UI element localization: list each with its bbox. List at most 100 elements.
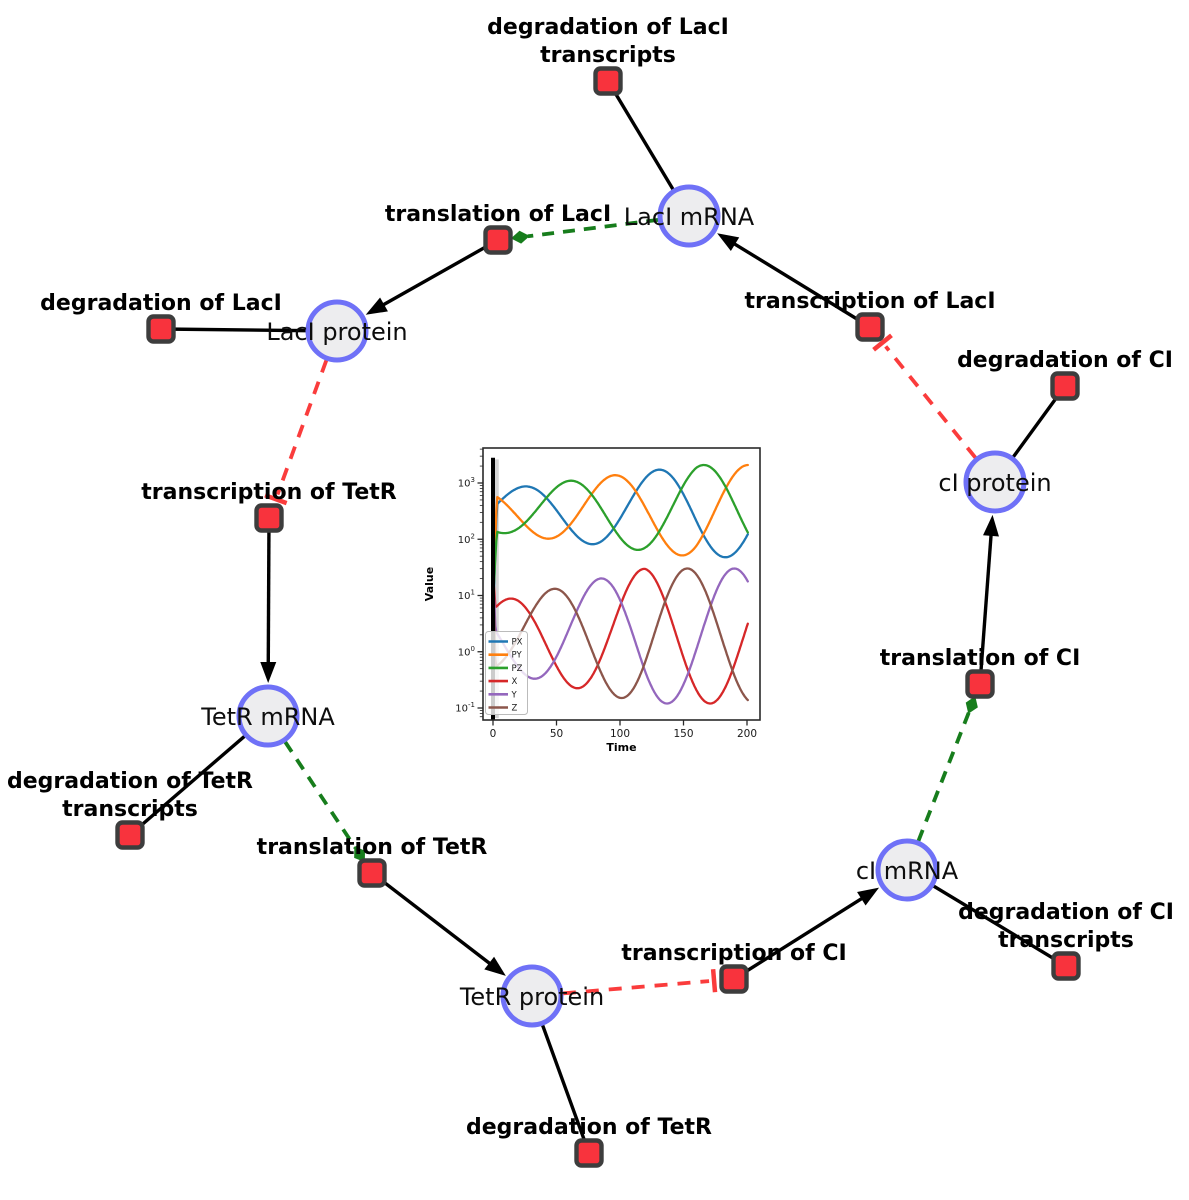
catalysis-line — [283, 740, 358, 850]
x-tick-label: 200 — [737, 728, 757, 740]
reaction-label-deg-laci-transcripts-line1: degradation of LacI — [487, 15, 729, 40]
series-line-PX — [492, 468, 749, 607]
arrowhead — [857, 887, 880, 906]
reaction-node-tc-ci — [719, 964, 749, 994]
x-axis: 0 50 100 150 200 Time — [490, 720, 757, 754]
species-node-ci-mrna — [875, 838, 939, 902]
y-tick-label: 10-1 — [455, 701, 475, 715]
reaction-label-tc-ci: transcription of CI — [621, 941, 846, 966]
production-line — [370, 871, 494, 967]
species-node-laci-protein — [305, 299, 369, 363]
catalysis-line — [916, 711, 971, 842]
labels: degradation of LacI transcripts translatio… — [7, 15, 1174, 1140]
reaction-node-deg-ci-transcripts — [1051, 951, 1081, 981]
reaction-label-tl-tetr: translation of TetR — [257, 835, 488, 860]
y-axis: 10-1 100 101 102 103 Value — [423, 448, 483, 718]
arrowhead — [717, 233, 740, 252]
edge-production-tc-ci-to-ci-mrna — [733, 887, 880, 981]
reaction-label-deg-laci: degradation of LacI — [40, 291, 282, 316]
reaction-label-deg-laci-transcripts-line2: transcripts — [540, 43, 676, 68]
species-label-ci-protein: cI protein — [938, 469, 1051, 497]
species-label-laci-mrna: LacI mRNA — [624, 203, 755, 231]
legend-label-X: X — [512, 677, 518, 687]
y-tick-label: 103 — [458, 476, 475, 490]
plot-frame — [482, 447, 761, 721]
edge-production-tl-laci-to-laci-protein — [365, 238, 499, 315]
species-label-tetr-mrna: TetR mRNA — [200, 703, 335, 731]
arrowhead — [260, 661, 277, 684]
reaction-label-deg-tetr-transcripts-line1: degradation of TetR — [7, 769, 253, 794]
inhibition-line — [884, 345, 978, 460]
x-tick-label: 100 — [610, 728, 630, 740]
edge-catalysis-ci-mrna-to-tl-ci — [916, 696, 978, 842]
x-tick-label: 0 — [490, 728, 497, 740]
reaction-node-tl-laci — [483, 225, 513, 255]
edge-production-tc-tetr-to-tetr-mrna — [260, 517, 277, 684]
reaction-label-tl-ci: translation of CI — [880, 646, 1081, 671]
reaction-node-tc-tetr — [254, 503, 284, 533]
edge-inhibition-laci-protein-to-tc-tetr — [264, 359, 329, 506]
production-line — [266, 517, 271, 667]
x-tick-label: 50 — [550, 728, 563, 740]
edge-production-tl-ci-to-ci-protein — [978, 514, 999, 685]
species-label-ci-mrna: cI mRNA — [856, 857, 959, 885]
species-label-laci-protein: LacI protein — [266, 318, 407, 346]
inhibition-line — [275, 359, 329, 496]
inhibition-bar — [872, 333, 893, 352]
x-axis-label: Time — [606, 741, 636, 754]
reaction-node-tl-ci — [965, 669, 995, 699]
edge-catalysis-tetr-mrna-to-tl-tetr — [283, 740, 365, 863]
y-axis-label: Value — [423, 567, 436, 601]
legend: PX PY PZ XYZ — [485, 631, 528, 715]
inhibition-bar — [264, 493, 288, 506]
catalysis-arrowhead — [510, 230, 530, 244]
species-node-laci-mrna — [657, 184, 721, 248]
legend-label-Z: Z — [512, 704, 518, 714]
species-node-tetr-mrna — [236, 684, 300, 748]
species-label-tetr-protein: TetR protein — [459, 983, 604, 1011]
production-line — [730, 240, 871, 329]
series-line-PY — [492, 463, 749, 595]
reaction-node-tc-laci — [855, 312, 885, 342]
arrowhead — [484, 956, 506, 976]
species-node-tetr-protein — [500, 964, 564, 1028]
reaction-node-deg-tetr — [574, 1138, 604, 1168]
catalysis-line — [527, 217, 659, 239]
species-node-ci-protein — [963, 450, 1027, 514]
reaction-node-deg-laci-transcripts — [593, 66, 623, 96]
reaction-label-tl-laci: translation of LacI — [385, 202, 611, 227]
series-lines — [492, 463, 749, 705]
legend-label-Y: Y — [511, 690, 518, 700]
nodes — [115, 66, 1081, 1168]
reaction-node-deg-tetr-transcripts — [115, 820, 145, 850]
series-line-PZ — [492, 463, 749, 595]
x-tick-label: 150 — [673, 728, 693, 740]
reaction-label-deg-ci-transcripts-line2: transcripts — [998, 928, 1134, 953]
reaction-label-deg-ci-transcripts-line1: degradation of CI — [958, 900, 1174, 925]
legend-label-PX: PX — [512, 638, 523, 648]
plot-background — [483, 448, 760, 720]
series-line-Y — [492, 567, 749, 705]
legend-label-PZ: PZ — [512, 664, 523, 674]
production-line — [733, 895, 866, 981]
reaction-label-deg-tetr-transcripts-line2: transcripts — [62, 797, 198, 822]
production-line — [978, 531, 993, 685]
inset-chart: 0 50 100 150 200Time10-1100101102103ValuePXP… — [423, 447, 761, 754]
edge-production-tc-laci-to-laci-mrna — [717, 233, 871, 329]
arrowhead — [983, 514, 999, 537]
reaction-node-deg-ci — [1050, 371, 1080, 401]
y-tick-label: 101 — [458, 589, 475, 603]
edge-inhibition-tetr-protein-to-tc-ci — [562, 969, 718, 996]
reaction-label-tc-tetr: transcription of TetR — [141, 480, 397, 505]
edge-inhibition-ci-protein-to-tc-laci — [872, 333, 978, 460]
y-tick-label: 100 — [458, 645, 475, 659]
legend-label-PY: PY — [512, 651, 523, 661]
arrowhead — [365, 297, 388, 315]
edge-catalysis-laci-mrna-to-tl-laci — [510, 217, 659, 244]
reaction-label-tc-laci: transcription of LacI — [744, 289, 995, 314]
series-line-X — [492, 567, 749, 705]
reaction-node-tl-tetr — [357, 858, 387, 888]
catalysis-arrowhead — [965, 696, 978, 714]
series-line-Z — [492, 567, 749, 702]
